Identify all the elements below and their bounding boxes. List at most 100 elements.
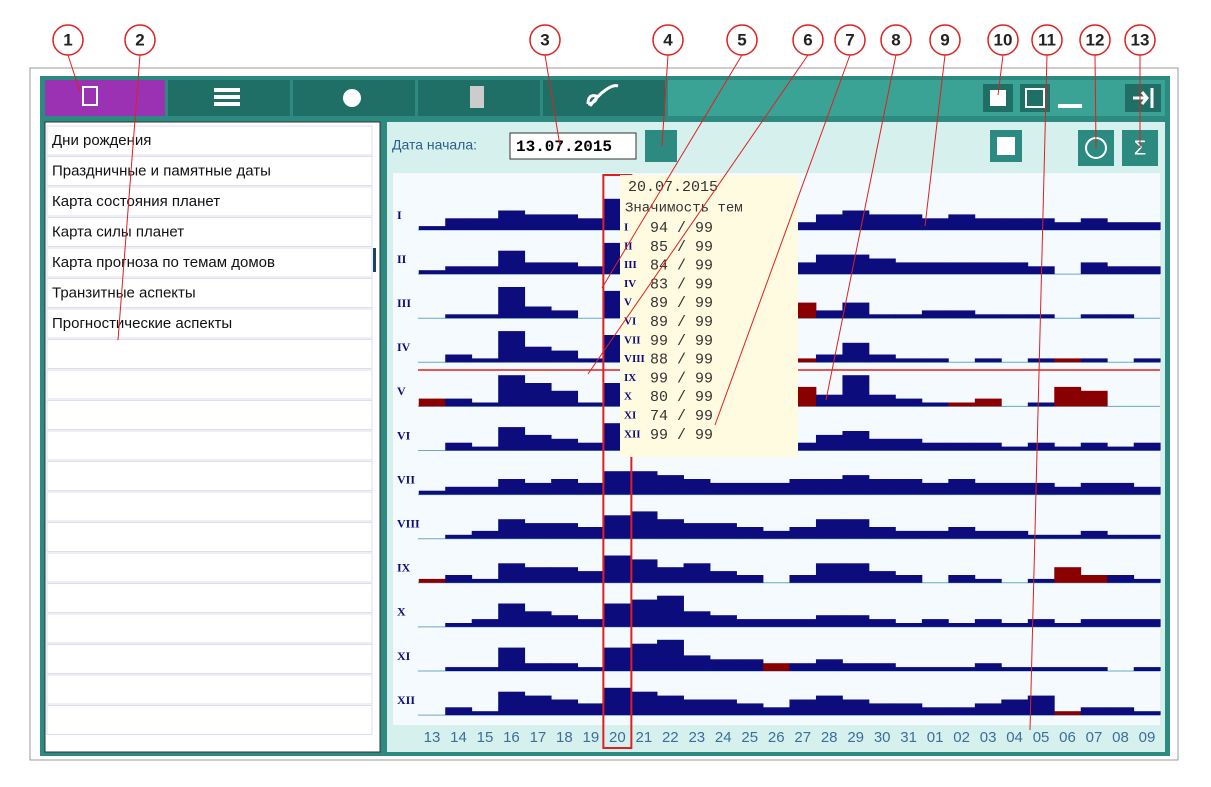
bar	[895, 703, 923, 716]
bar	[551, 350, 579, 363]
bar	[498, 647, 526, 671]
x-tick-label: 15	[477, 729, 494, 746]
bar	[524, 611, 552, 627]
bar	[1001, 218, 1029, 230]
menu-item[interactable]: Карта силы планет	[52, 223, 184, 240]
x-tick-label: 07	[1086, 729, 1103, 746]
bar	[1080, 482, 1108, 495]
bar	[974, 482, 1002, 495]
bar	[1107, 707, 1135, 716]
tooltip-theme: I	[624, 222, 628, 234]
row-label: I	[397, 208, 402, 222]
bar	[577, 358, 605, 363]
menu-item[interactable]: Транзитные аспекты	[52, 284, 196, 301]
bar	[604, 555, 631, 583]
tab-logo[interactable]	[543, 80, 665, 116]
menu-item[interactable]: Прогностические аспекты	[52, 315, 232, 332]
bar	[921, 262, 949, 275]
bar	[498, 287, 526, 319]
bar	[577, 619, 605, 627]
bar	[895, 623, 923, 627]
bar	[895, 479, 923, 495]
menu-row	[46, 247, 373, 278]
bar	[1080, 619, 1108, 627]
bar	[1080, 707, 1108, 716]
bar	[815, 695, 843, 716]
callout-line	[714, 54, 851, 426]
x-tick-label: 03	[980, 729, 997, 746]
bar	[551, 615, 579, 627]
menu-item[interactable]: Карта состояния планет	[52, 193, 220, 210]
x-tick-label: 09	[1139, 729, 1156, 746]
bar	[1133, 711, 1161, 716]
menu-scroll-marker	[373, 248, 376, 272]
bar	[524, 346, 552, 363]
callout-line	[661, 54, 669, 147]
date-button[interactable]	[645, 130, 677, 162]
bar	[498, 479, 526, 495]
bar	[551, 567, 579, 583]
callout-circle	[726, 24, 758, 56]
bar	[1133, 266, 1161, 275]
x-tick-label: 13	[424, 729, 441, 746]
bar	[1133, 358, 1161, 363]
date-value[interactable]: 13.07.2015	[516, 138, 612, 156]
bar	[683, 523, 711, 539]
callout-number: 12	[1086, 30, 1105, 49]
callout-circle	[1031, 24, 1063, 56]
bar	[577, 218, 605, 230]
bar	[657, 639, 684, 671]
bar	[710, 699, 737, 716]
tooltip-theme: II	[624, 240, 633, 252]
bar	[1107, 575, 1135, 583]
bar	[895, 398, 923, 407]
bar	[921, 667, 949, 671]
callout-circle	[929, 24, 961, 56]
bar	[868, 394, 896, 407]
bar	[948, 667, 976, 671]
row-label: III	[397, 296, 411, 310]
bar	[1080, 262, 1108, 275]
bar	[815, 434, 843, 451]
x-tick-label: 25	[741, 729, 758, 746]
bar	[710, 615, 737, 627]
callout-circle	[792, 24, 824, 56]
bar	[868, 703, 896, 716]
menu-row	[46, 705, 373, 735]
bar	[974, 314, 1002, 319]
tooltip-theme: VII	[624, 334, 641, 346]
bar	[1001, 623, 1029, 627]
bar	[1107, 619, 1135, 627]
menu-row	[46, 674, 373, 705]
tab-active[interactable]	[45, 80, 165, 116]
bar	[577, 703, 605, 716]
bar	[948, 402, 976, 407]
callout-line	[117, 54, 141, 341]
bar	[524, 523, 552, 539]
bar	[1107, 266, 1135, 275]
bar	[471, 530, 499, 539]
menu-item[interactable]: Дни рождения	[52, 132, 151, 149]
callout-number: 3	[540, 30, 549, 49]
bar	[1107, 314, 1135, 319]
callout-line	[924, 54, 946, 227]
bar	[551, 699, 579, 716]
bar	[1054, 711, 1082, 716]
bar	[895, 358, 923, 363]
bar	[921, 310, 949, 319]
bar	[710, 482, 737, 495]
bar	[1001, 262, 1029, 275]
callout-number: 7	[845, 30, 854, 49]
menu-item[interactable]: Карта прогноза по темам домов	[52, 254, 275, 271]
bar	[1107, 534, 1135, 539]
x-tick-label: 01	[927, 729, 944, 746]
x-tick-label: 02	[953, 729, 970, 746]
menu-item[interactable]: Праздничные и памятные даты	[52, 162, 271, 179]
date-input[interactable]	[509, 132, 637, 160]
bar	[842, 342, 870, 363]
bar	[551, 523, 579, 539]
callout-circle	[834, 24, 866, 56]
bar	[551, 663, 579, 671]
row-label: IV	[397, 340, 411, 354]
window-buttons[interactable]	[983, 84, 1161, 112]
